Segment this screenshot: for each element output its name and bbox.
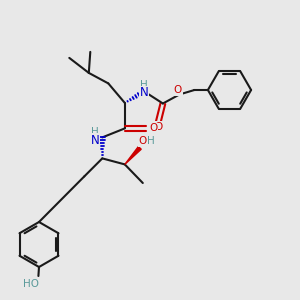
Text: O: O (174, 85, 182, 95)
Text: O: O (154, 122, 163, 132)
Text: O: O (139, 136, 147, 146)
Text: H: H (140, 80, 148, 91)
Text: HO: HO (22, 279, 39, 289)
Text: N: N (140, 86, 148, 100)
Text: H: H (91, 127, 99, 137)
Text: O: O (149, 123, 157, 134)
Text: H: H (147, 136, 155, 146)
Polygon shape (125, 147, 141, 164)
Text: N: N (90, 134, 99, 147)
